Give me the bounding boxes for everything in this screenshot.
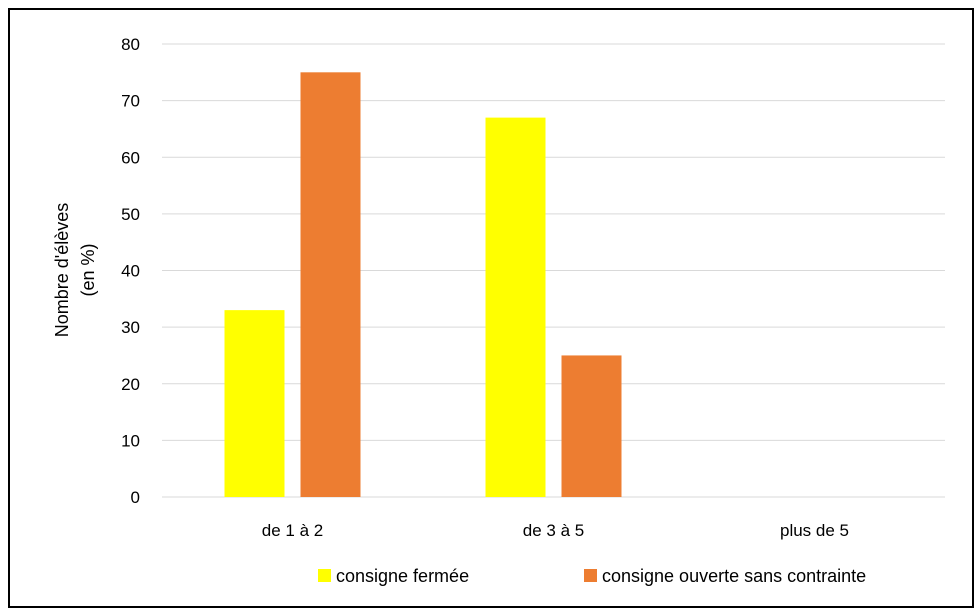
x-axis-ticks: de 1 à 2 de 3 à 5 plus de 5: [262, 521, 849, 540]
y-tick-label: 0: [131, 488, 140, 507]
y-tick-label: 70: [121, 92, 140, 111]
legend-swatch-0: [318, 569, 331, 582]
bar-chart: 0 10 20 30 40 50 60 70 80 de 1 à 2 de 3 à 5 plus d…: [52, 35, 945, 586]
y-tick-label: 30: [121, 318, 140, 337]
x-tick-label: de 1 à 2: [262, 521, 323, 540]
x-tick-label: de 3 à 5: [523, 521, 584, 540]
y-axis-ticks: 0 10 20 30 40 50 60 70 80: [121, 35, 140, 507]
bars: [224, 72, 622, 498]
y-tick-label: 40: [121, 262, 140, 281]
y-axis-label-line-1: Nombre d'élèves: [52, 203, 72, 338]
y-tick-label: 20: [121, 375, 140, 394]
bar-series-1-cat-0: [300, 72, 361, 497]
y-tick-label: 80: [121, 35, 140, 54]
legend: consigne fermée consigne ouverte sans con…: [318, 566, 866, 586]
bar-series-0-cat-0: [224, 310, 285, 497]
bar-series-0-cat-1: [485, 117, 546, 498]
y-axis-label-line-2: (en %): [78, 243, 98, 296]
y-tick-label: 10: [121, 431, 140, 450]
bar-series-1-cat-1: [561, 355, 622, 497]
gridlines: [162, 43, 945, 498]
legend-swatch-1: [584, 569, 597, 582]
y-tick-label: 60: [121, 148, 140, 167]
legend-label-0: consigne fermée: [336, 566, 469, 586]
legend-label-1: consigne ouverte sans contrainte: [602, 566, 866, 586]
x-tick-label: plus de 5: [780, 521, 849, 540]
y-tick-label: 50: [121, 205, 140, 224]
